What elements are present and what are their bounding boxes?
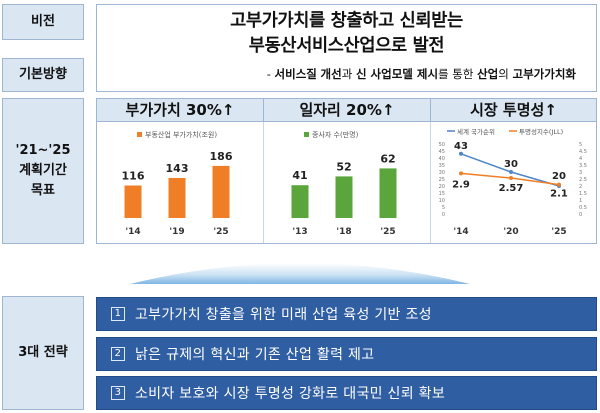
left-axis-tick: 35 [439, 163, 445, 169]
legend-label: 투명성지수(JLL) [519, 127, 563, 136]
chart-value-added: 부동산업 부가가치(조원) 116 '14 143 '19 186 '25 [97, 122, 263, 243]
vision-title-line2: 부동산서비스산업으로 발전 [248, 36, 445, 56]
legend-label: 세계 국가순위 [457, 127, 495, 136]
data-point-index [459, 171, 463, 176]
category-label: '25 [213, 227, 228, 237]
data-label: 116 [122, 170, 145, 183]
left-axis-tick: 0 [442, 212, 445, 218]
left-axis-tick: 20 [439, 184, 445, 190]
bar [168, 177, 186, 218]
strategy-text-1: 고부가가치 창출을 위한 미래 산업 육성 기반 조성 [135, 307, 432, 323]
divider [263, 122, 264, 243]
goal-heading-jobs: 일자리 20%↑ [264, 99, 431, 122]
right-axis-tick: 1.5 [579, 191, 587, 197]
legend-swatch [137, 132, 142, 137]
bar [379, 168, 397, 218]
chart-transparency: 세계 국가순위 투명성지수(JLL) 0 5 10 15 20 25 30 35 40 45 50 0 0.… [431, 122, 596, 243]
category-label: '25 [380, 227, 395, 237]
left-axis-tick: 45 [439, 149, 445, 155]
transition-arrow-icon [110, 250, 490, 284]
strategy-number-2: 2 [111, 347, 125, 361]
strategy-label: 3대 전략 [2, 296, 84, 410]
data-label: 41 [292, 169, 307, 182]
plan-goal-label: '21~'25 계획기간 목표 [2, 98, 84, 244]
category-label: '13 [292, 227, 307, 237]
right-axis-tick: 4 [579, 156, 582, 162]
right-axis-tick: 0.5 [579, 205, 587, 211]
data-label-index: 2.1 [550, 189, 568, 200]
data-point-rank [509, 170, 513, 174]
category-label: '19 [169, 227, 184, 237]
strategy-number-1: 1 [111, 307, 125, 321]
left-axis-tick: 10 [439, 198, 445, 204]
data-label-index: 2.9 [452, 179, 470, 190]
strategy-item-3: 3 소비자 보호와 시장 투명성 강화로 대국민 신뢰 확보 [96, 376, 597, 410]
data-label: 186 [210, 150, 233, 163]
right-axis-tick: 4.5 [579, 149, 587, 155]
data-label-rank: 20 [552, 171, 566, 182]
left-axis-tick: 40 [439, 156, 445, 162]
vision-title-line1: 고부가가치를 창출하고 신뢰받는 [230, 11, 463, 31]
vision-box: 고부가가치를 창출하고 신뢰받는 부동산서비스산업으로 발전 - 서비스질 개선… [96, 4, 597, 92]
data-point-rank [459, 151, 463, 156]
data-label: 52 [336, 160, 351, 173]
data-label: 143 [166, 162, 189, 175]
legend-swatch [304, 132, 309, 137]
strategy-item-2: 2 낡은 규제의 혁신과 기존 산업 활력 제고 [96, 337, 597, 371]
data-label-index: 2.57 [499, 183, 524, 194]
bar [291, 185, 309, 218]
chart-value-added-svg: 부동산업 부가가치(조원) 116 '14 143 '19 186 '25 [122, 130, 233, 237]
category-label: '18 [336, 227, 351, 237]
goal-heading-transparency: 시장 투명성↑ [431, 99, 596, 122]
basic-direction-label: 기본방향 [2, 58, 84, 92]
category-label: '20 [503, 227, 518, 237]
strategy-text-2: 낡은 규제의 혁신과 기존 산업 활력 제고 [135, 347, 375, 363]
data-label: 62 [380, 152, 395, 165]
data-point-index [557, 182, 561, 187]
left-axis-tick: 25 [439, 177, 445, 183]
data-label-rank: 43 [454, 141, 468, 152]
chart-jobs-svg: 종사자 수(만명) 41 '13 52 '18 62 '25 [291, 130, 397, 237]
left-axis-tick: 15 [439, 191, 445, 197]
chart-jobs: 종사자 수(만명) 41 '13 52 '18 62 '25 [264, 122, 430, 243]
strategy-item-1: 1 고부가가치 창출을 위한 미래 산업 육성 기반 조성 [96, 297, 597, 331]
strategy-number-3: 3 [111, 386, 125, 400]
goals-box: 부가가치 30%↑ 일자리 20%↑ 시장 투명성↑ 부동산업 부가가치(조원)… [96, 98, 597, 244]
right-axis-tick: 2 [579, 184, 582, 190]
divider [430, 122, 431, 243]
bar [335, 176, 353, 218]
right-axis-tick: 3.5 [579, 163, 587, 169]
left-axis-tick: 30 [439, 170, 445, 176]
data-point-index [509, 176, 513, 181]
goal-heading-value-added: 부가가치 30%↑ [97, 99, 264, 122]
right-axis-tick: 0 [579, 212, 582, 218]
legend-label: 부동산업 부가가치(조원) [145, 130, 217, 139]
left-axis-tick: 5 [442, 205, 445, 211]
legend-label: 종사자 수(만명) [312, 130, 359, 139]
category-label: '14 [453, 227, 468, 237]
chart-transparency-svg: 세계 국가순위 투명성지수(JLL)0510152025303540455000.… [439, 127, 587, 237]
strategy-text-3: 소비자 보호와 시장 투명성 강화로 대국민 신뢰 확보 [135, 386, 446, 402]
bar [124, 185, 142, 218]
right-axis-tick: 5 [579, 142, 582, 148]
vision-label: 비전 [2, 4, 84, 40]
right-axis-tick: 1 [579, 198, 582, 204]
right-axis-tick: 3 [579, 170, 582, 176]
right-axis-tick: 2.5 [579, 177, 587, 183]
basic-direction-text: - 서비스질 개선과 신 사업모델 제시를 통한 산업의 고부가가치화 [266, 67, 576, 81]
category-label: '25 [551, 227, 566, 237]
data-label-rank: 30 [504, 159, 518, 170]
category-label: '14 [125, 227, 140, 237]
bar [212, 165, 230, 218]
left-axis-tick: 50 [439, 142, 445, 148]
